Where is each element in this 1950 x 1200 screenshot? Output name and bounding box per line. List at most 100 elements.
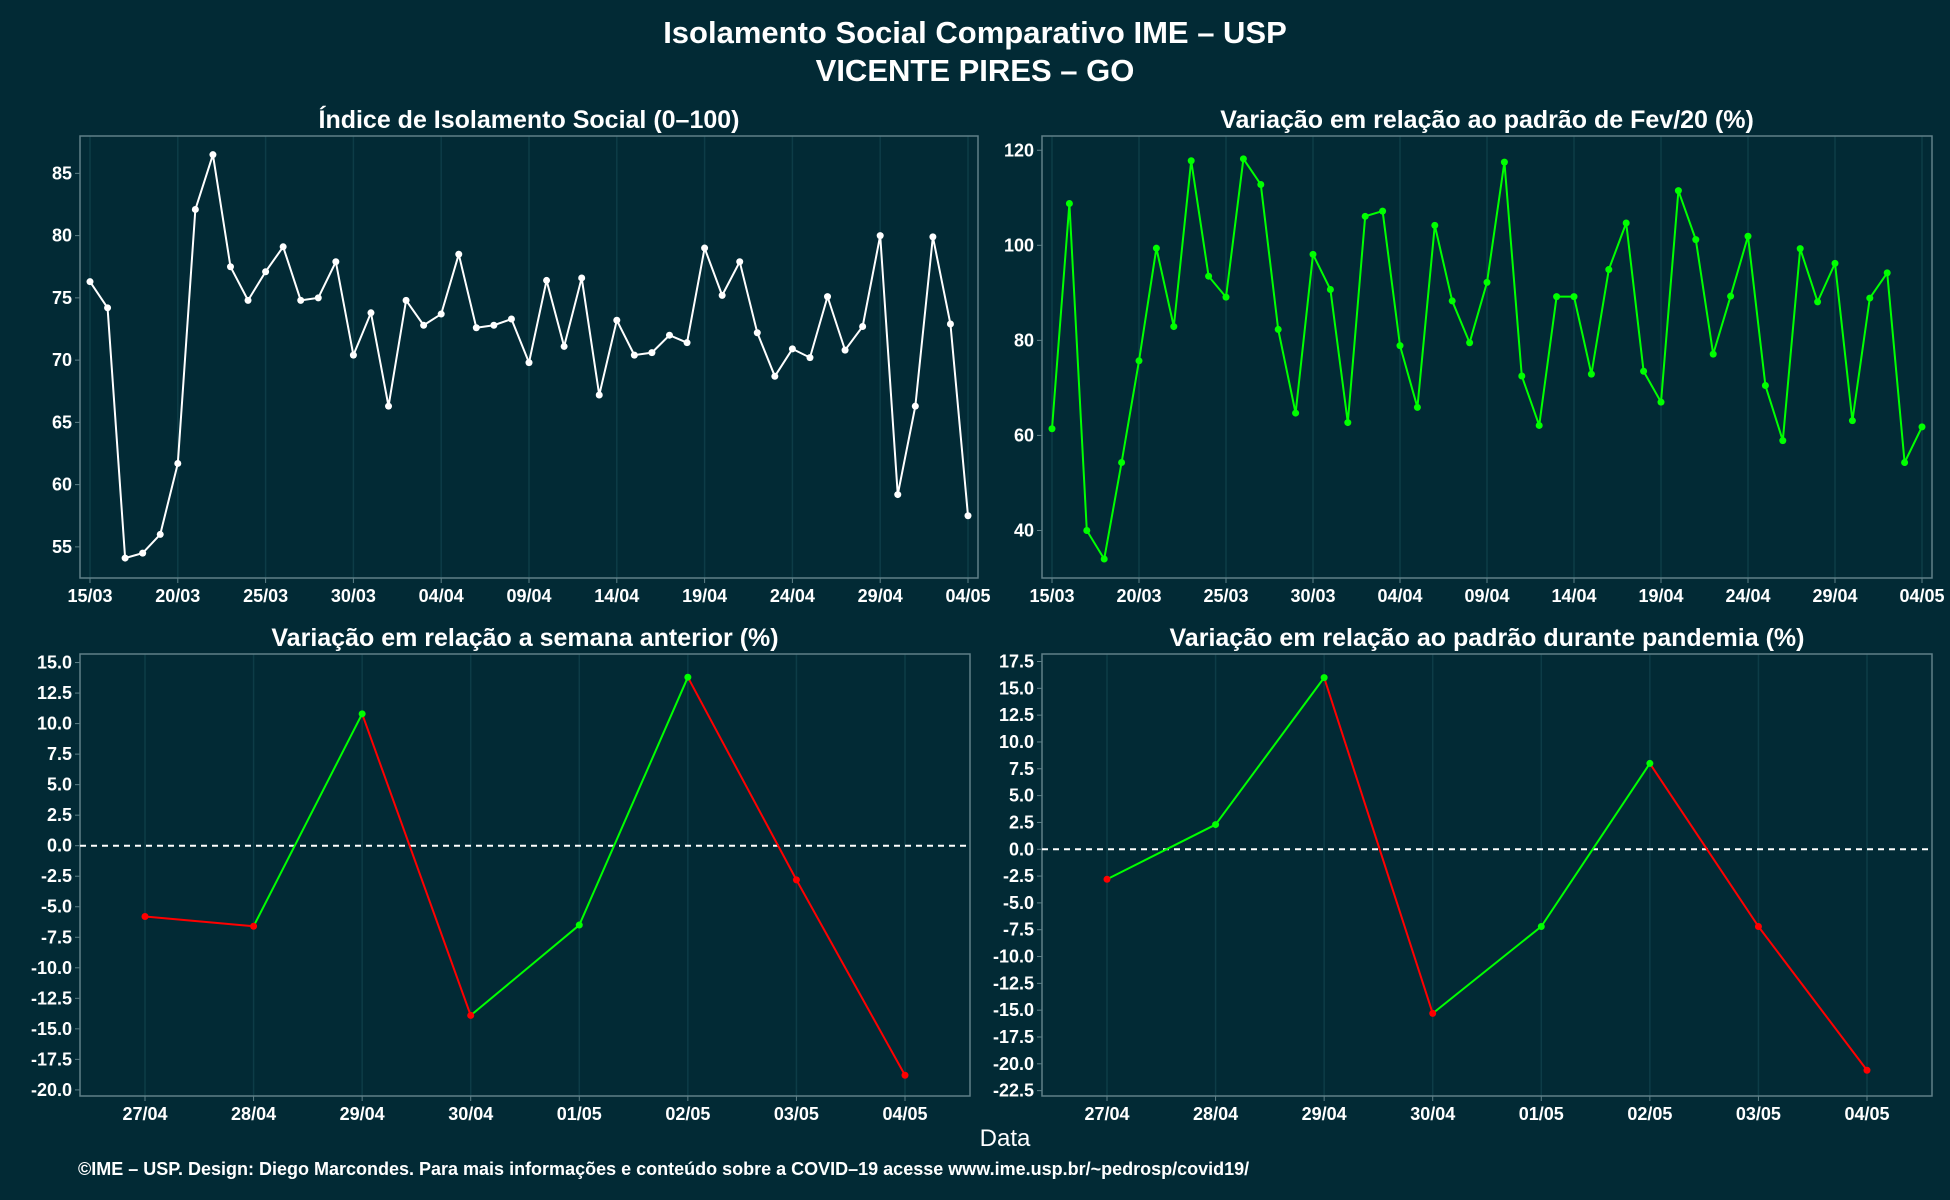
data-point: [648, 349, 656, 357]
data-point: [174, 459, 182, 467]
data-point: [1674, 187, 1682, 195]
data-point: [946, 320, 954, 328]
series-segment: [252, 713, 364, 927]
x-tick-label: 04/05: [882, 1104, 927, 1124]
data-point: [1257, 180, 1265, 188]
data-point: [1170, 323, 1178, 331]
panel-frame: [79, 653, 971, 1097]
data-point: [314, 294, 322, 302]
data-point: [1570, 293, 1578, 301]
data-point: [1831, 259, 1839, 267]
data-point: [358, 710, 366, 718]
x-tick-label: 01/05: [557, 1104, 602, 1124]
series-segment: [1323, 677, 1434, 1014]
x-tick-label: 29/04: [858, 586, 903, 606]
y-tick-label: -5.0: [1003, 893, 1034, 913]
x-tick-label: 30/03: [1290, 586, 1335, 606]
x-tick-label: 19/04: [682, 586, 727, 606]
y-tick-label: -12.5: [993, 973, 1034, 993]
y-tick-label: 40: [1014, 520, 1034, 540]
x-tick-label: 20/03: [155, 586, 200, 606]
data-point: [467, 1011, 475, 1019]
data-point: [1448, 297, 1456, 305]
data-point: [792, 876, 800, 884]
data-point: [1320, 674, 1328, 682]
y-tick-label: -22.5: [993, 1081, 1034, 1101]
y-tick-label: 15.0: [37, 653, 72, 673]
x-tick-label: 02/05: [1627, 1104, 1672, 1124]
panel-title: Variação em relação ao padrão durante pa…: [1170, 624, 1805, 652]
data-point: [455, 250, 463, 258]
series-segment: [795, 879, 906, 1076]
data-point: [104, 304, 112, 312]
data-point: [156, 530, 164, 538]
data-point: [1212, 821, 1220, 829]
data-point: [1292, 409, 1300, 417]
y-tick-label: -2.5: [41, 866, 72, 886]
y-tick-label: -17.5: [993, 1027, 1034, 1047]
main-title: Isolamento Social Comparativo IME – USP: [663, 15, 1287, 50]
series-segment: [470, 924, 580, 1017]
data-point: [1065, 199, 1073, 207]
data-point: [1640, 367, 1648, 375]
data-point: [250, 922, 258, 930]
panels: Índice de Isolamento Social (0–100) 15/03…: [31, 105, 1945, 1124]
data-point: [901, 1071, 909, 1079]
y-tick-label: 7.5: [1009, 759, 1034, 779]
data-point: [1657, 398, 1665, 406]
data-point: [543, 276, 551, 284]
data-point: [1344, 419, 1352, 427]
y-tick-label: 85: [52, 163, 72, 183]
data-point: [1413, 403, 1421, 411]
data-point: [824, 293, 832, 301]
data-point: [701, 244, 709, 252]
data-point: [1274, 325, 1282, 333]
data-point: [1083, 526, 1091, 534]
data-point: [1779, 437, 1787, 445]
x-tick-label: 14/04: [1551, 586, 1596, 606]
panel-1: Índice de Isolamento Social (0–100) 15/03…: [52, 105, 991, 606]
data-point: [385, 402, 393, 410]
y-tick-label: -7.5: [1003, 920, 1034, 940]
data-point: [595, 391, 603, 399]
data-point: [1692, 236, 1700, 244]
series-segment: [1214, 677, 1325, 826]
y-tick-label: 2.5: [1009, 812, 1034, 832]
footer-credit: ©IME – USP. Design: Diego Marcondes. Par…: [78, 1159, 1249, 1179]
data-point: [876, 232, 884, 240]
y-tick-label: 80: [1014, 330, 1034, 350]
y-tick-label: 70: [52, 350, 72, 370]
x-axis-label: Data: [980, 1125, 1031, 1152]
main-subtitle: VICENTE PIRES – GO: [816, 53, 1135, 88]
data-point: [1135, 357, 1143, 365]
data-point: [1379, 207, 1387, 215]
x-tick-label: 30/04: [448, 1104, 493, 1124]
data-point: [1587, 370, 1595, 378]
data-point: [1396, 342, 1404, 350]
data-point: [1814, 298, 1822, 306]
y-tick-label: -10.0: [31, 958, 72, 978]
data-point: [771, 372, 779, 380]
x-tick-label: 27/04: [1084, 1104, 1129, 1124]
y-tick-label: 80: [52, 226, 72, 246]
x-tick-label: 28/04: [1193, 1104, 1238, 1124]
data-point: [560, 342, 568, 350]
y-tick-label: -15.0: [31, 1019, 72, 1039]
data-point: [279, 243, 287, 251]
y-tick-label: -7.5: [41, 927, 72, 947]
data-point: [859, 322, 867, 330]
data-point: [1761, 382, 1769, 390]
y-tick-label: 120: [1004, 140, 1034, 160]
data-point: [1048, 425, 1056, 433]
data-point: [894, 491, 902, 499]
data-point: [507, 315, 515, 323]
x-tick-label: 24/04: [1725, 586, 1770, 606]
y-tick-label: 10.0: [999, 732, 1034, 752]
data-point: [578, 274, 586, 282]
x-tick-label: 29/04: [340, 1104, 385, 1124]
data-point: [613, 316, 621, 324]
y-tick-label: 0.0: [47, 836, 72, 856]
y-tick-label: 12.5: [37, 683, 72, 703]
series-segment: [361, 713, 472, 1016]
y-tick-label: 10.0: [37, 714, 72, 734]
